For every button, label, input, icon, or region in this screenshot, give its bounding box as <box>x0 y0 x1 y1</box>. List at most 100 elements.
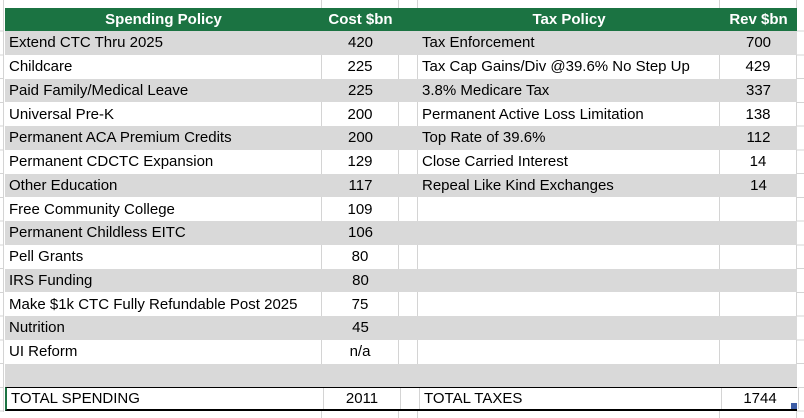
spacer-cell <box>399 8 418 31</box>
total-spending-value-cell[interactable]: 2011 <box>324 388 401 409</box>
tax-policy-cell[interactable] <box>418 197 720 221</box>
table-row: UI Reform n/a <box>5 339 797 364</box>
spending-policy-cell[interactable] <box>5 364 322 388</box>
rev-value-cell[interactable] <box>720 316 797 340</box>
rev-value-cell[interactable] <box>720 221 797 245</box>
empty-cell[interactable] <box>5 0 322 8</box>
tax-policy-cell[interactable] <box>418 221 720 245</box>
spacer-cell[interactable] <box>399 149 418 174</box>
spending-policy-header[interactable]: Spending Policy <box>105 11 222 28</box>
spacer-cell[interactable] <box>399 364 418 388</box>
tax-policy-cell[interactable]: Permanent Active Loss Limitation <box>418 102 720 126</box>
empty-cell[interactable] <box>5 411 322 418</box>
tax-policy-cell[interactable]: Tax Cap Gains/Div @39.6% No Step Up <box>418 54 720 79</box>
empty-cell[interactable] <box>418 411 720 418</box>
spending-policy-cell[interactable]: Free Community College <box>5 197 322 221</box>
cost-value-cell[interactable]: 117 <box>348 176 373 194</box>
rev-value-cell[interactable]: 14 <box>720 149 797 174</box>
total-row: TOTAL SPENDING 2011 TOTAL TAXES 1744 <box>5 387 799 411</box>
spacer-cell[interactable] <box>399 0 418 8</box>
rev-value-cell[interactable]: 429 <box>720 54 797 79</box>
cost-value-cell[interactable]: 80 <box>352 271 369 289</box>
cost-value-cell[interactable]: 75 <box>322 292 399 316</box>
partial-row-top <box>5 0 797 8</box>
spending-policy-cell[interactable]: Permanent Childless EITC <box>9 224 186 242</box>
cost-value-cell[interactable]: 129 <box>322 149 399 174</box>
rev-value-cell[interactable] <box>720 339 797 364</box>
rev-value-cell[interactable] <box>720 244 797 269</box>
tax-policy-cell[interactable] <box>418 364 720 388</box>
spending-policy-cell[interactable]: Other Education <box>9 176 118 194</box>
rev-header[interactable]: Rev $bn <box>729 11 788 28</box>
spending-policy-cell[interactable]: Permanent CDCTC Expansion <box>5 149 322 174</box>
tax-policy-cell[interactable]: Top Rate of 39.6% <box>422 129 546 147</box>
tax-policy-cell[interactable] <box>418 339 720 364</box>
cost-value-cell[interactable]: 225 <box>322 54 399 79</box>
empty-cell[interactable] <box>322 0 399 8</box>
cost-value-cell[interactable]: 106 <box>347 224 374 242</box>
spacer-cell[interactable] <box>399 79 418 103</box>
empty-cell[interactable] <box>418 0 720 8</box>
spending-policy-cell[interactable]: UI Reform <box>5 339 322 364</box>
cost-value-cell[interactable]: 420 <box>347 34 374 52</box>
tax-policy-cell[interactable]: Tax Enforcement <box>422 34 535 52</box>
empty-cell[interactable] <box>322 411 399 418</box>
spacer-cell[interactable] <box>399 221 418 245</box>
empty-cell[interactable] <box>720 411 797 418</box>
tax-policy-cell[interactable] <box>418 292 720 316</box>
fill-handle-icon[interactable] <box>791 403 797 409</box>
spacer-cell[interactable] <box>401 388 420 409</box>
total-taxes-label-cell[interactable]: TOTAL TAXES <box>420 388 722 409</box>
spending-policy-cell[interactable]: Paid Family/Medical Leave <box>9 81 189 99</box>
rev-value-cell[interactable] <box>720 269 797 293</box>
cost-value-cell[interactable]: 225 <box>347 81 374 99</box>
cost-value-cell[interactable] <box>322 364 399 388</box>
tax-policy-cell[interactable]: Repeal Like Kind Exchanges <box>422 176 614 194</box>
cost-value-cell[interactable]: 200 <box>347 129 374 147</box>
cost-value-cell[interactable]: 200 <box>322 102 399 126</box>
empty-cell[interactable] <box>720 0 797 8</box>
tax-policy-cell[interactable] <box>418 269 720 293</box>
rev-value-cell[interactable]: 14 <box>750 176 767 194</box>
spending-policy-cell[interactable]: Nutrition <box>9 319 65 337</box>
spending-policy-cell[interactable]: Universal Pre-K <box>5 102 322 126</box>
cost-value-cell[interactable]: 80 <box>322 244 399 269</box>
tax-policy-cell[interactable] <box>418 244 720 269</box>
spacer-cell[interactable] <box>399 126 418 150</box>
total-spending-label-cell[interactable]: TOTAL SPENDING <box>7 388 324 409</box>
spending-policy-cell[interactable]: Childcare <box>5 54 322 79</box>
spending-policy-cell[interactable]: Permanent ACA Premium Credits <box>9 129 232 147</box>
tax-policy-header[interactable]: Tax Policy <box>532 11 606 28</box>
spacer-cell[interactable] <box>399 292 418 316</box>
spending-policy-cell[interactable]: IRS Funding <box>9 271 93 289</box>
spacer-cell[interactable] <box>399 54 418 79</box>
rev-value-cell[interactable] <box>720 292 797 316</box>
spacer-cell[interactable] <box>399 269 418 293</box>
spacer-cell[interactable] <box>399 316 418 340</box>
spacer-cell[interactable] <box>399 244 418 269</box>
rev-value-cell[interactable]: 700 <box>745 34 772 52</box>
rev-value-cell[interactable] <box>720 364 797 388</box>
rev-value-cell[interactable]: 112 <box>746 129 771 147</box>
spacer-cell[interactable] <box>399 174 418 198</box>
spending-policy-cell[interactable]: Make $1k CTC Fully Refundable Post 2025 <box>5 292 322 316</box>
policy-table: Spending Policy Cost $bn Tax Policy Rev … <box>5 0 799 418</box>
tax-policy-cell[interactable]: 3.8% Medicare Tax <box>422 81 550 99</box>
tax-policy-cell[interactable] <box>418 316 720 340</box>
spacer-cell[interactable] <box>399 197 418 221</box>
spacer-cell[interactable] <box>399 31 418 55</box>
spacer-cell[interactable] <box>399 339 418 364</box>
spending-policy-cell[interactable]: Pell Grants <box>5 244 322 269</box>
spacer-cell[interactable] <box>399 102 418 126</box>
cost-header[interactable]: Cost $bn <box>328 11 393 28</box>
spending-policy-cell[interactable]: Extend CTC Thru 2025 <box>9 34 163 52</box>
total-taxes-value-cell[interactable]: 1744 <box>722 388 799 409</box>
tax-policy-cell[interactable]: Close Carried Interest <box>418 149 720 174</box>
cost-value-cell[interactable]: n/a <box>322 339 399 364</box>
cost-value-cell[interactable]: 109 <box>322 197 399 221</box>
rev-value-cell[interactable]: 337 <box>745 81 772 99</box>
spacer-cell[interactable] <box>399 411 418 418</box>
rev-value-cell[interactable] <box>720 197 797 221</box>
cost-value-cell[interactable]: 45 <box>352 319 369 337</box>
rev-value-cell[interactable]: 138 <box>720 102 797 126</box>
